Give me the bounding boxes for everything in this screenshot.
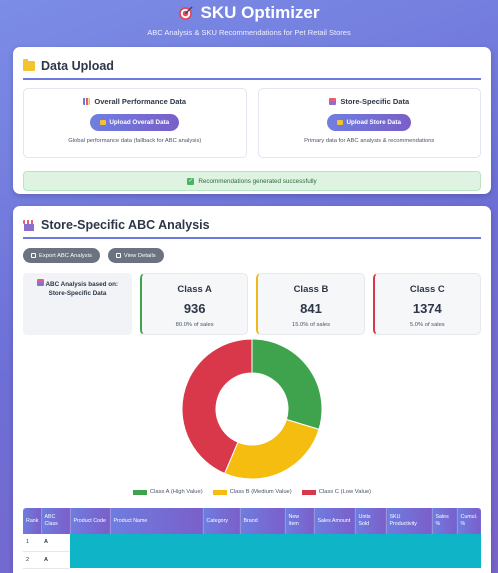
abc-doughnut-chart bbox=[181, 338, 323, 480]
checkmark-icon: ✓ bbox=[187, 177, 195, 185]
table-row[interactable]: 1 A bbox=[23, 534, 481, 568]
class-cell: A bbox=[41, 551, 70, 569]
sku-table-wrapper[interactable]: Rank ABC Class Product Code Product Name… bbox=[23, 508, 481, 573]
class-b-pct: 15.0% of sales bbox=[291, 322, 330, 328]
col-sales-amount[interactable]: Sales Amount bbox=[314, 508, 356, 534]
app-title-row: SKU Optimizer bbox=[0, 3, 498, 23]
selection-overlay bbox=[70, 534, 481, 568]
analysis-basis-text: ABC Analysis based on: Store-Specific Da… bbox=[45, 281, 119, 297]
view-details-label: View Details bbox=[123, 252, 156, 259]
folder-icon bbox=[337, 120, 344, 125]
store-icon bbox=[329, 98, 337, 105]
class-a-pct: 80.0% of sales bbox=[175, 322, 214, 328]
view-details-button[interactable]: View Details bbox=[107, 248, 164, 263]
overall-upload-box: Overall Performance Data Upload Overall … bbox=[23, 88, 247, 158]
abc-chart-area bbox=[13, 338, 491, 508]
class-c-count: 1374 bbox=[412, 301, 442, 316]
abc-stats-row: ABC Analysis based on: Store-Specific Da… bbox=[23, 273, 481, 335]
success-banner: ✓ Recommendations generated successfully bbox=[23, 171, 481, 191]
store-box-title: Store-Specific Data bbox=[340, 97, 410, 106]
class-c-card: Class C 1374 5.0% of sales bbox=[372, 273, 481, 335]
table-row[interactable]: 2 A bbox=[23, 551, 481, 569]
rank-cell: 2 bbox=[23, 551, 41, 569]
class-a-card: Class A 936 80.0% of sales bbox=[140, 273, 249, 335]
target-icon bbox=[179, 5, 194, 20]
col-product-code[interactable]: Product Code bbox=[70, 508, 111, 534]
slice-class-a[interactable] bbox=[251, 338, 323, 431]
overall-box-title-row: Overall Performance Data bbox=[24, 97, 246, 106]
col-sales-pct[interactable]: Sales % bbox=[432, 508, 458, 534]
upload-boxes: Overall Performance Data Upload Overall … bbox=[23, 88, 481, 158]
table-header-row: Rank ABC Class Product Code Product Name… bbox=[23, 508, 481, 534]
legend-item-a[interactable]: Class A (High Value) bbox=[132, 489, 203, 495]
legend-label-b: Class B (Medium Value) bbox=[229, 489, 292, 495]
app-subtitle: ABC Analysis & SKU Recommendations for P… bbox=[147, 28, 351, 37]
class-a-count: 936 bbox=[183, 301, 206, 316]
col-product-name[interactable]: Product Name bbox=[110, 508, 204, 534]
export-icon bbox=[31, 253, 36, 258]
legend-label-a: Class A (High Value) bbox=[149, 489, 203, 495]
upload-overall-label: Upload Overall Data bbox=[109, 119, 170, 126]
class-b-count: 841 bbox=[300, 301, 322, 316]
legend-swatch-b bbox=[212, 489, 227, 495]
legend-swatch-c bbox=[301, 489, 316, 495]
sku-table: Rank ABC Class Product Code Product Name… bbox=[23, 508, 481, 569]
store-box-title-row: Store-Specific Data bbox=[259, 97, 481, 106]
col-new-item[interactable]: New Item bbox=[285, 508, 315, 534]
details-icon bbox=[115, 253, 121, 258]
analysis-basis-box: ABC Analysis based on: Store-Specific Da… bbox=[23, 273, 132, 335]
upload-store-button[interactable]: Upload Store Data bbox=[327, 114, 412, 131]
col-category[interactable]: Category bbox=[203, 508, 241, 534]
store-upload-box: Store-Specific Data Upload Store Data Pr… bbox=[257, 88, 481, 158]
abc-analysis-heading: Store-Specific ABC Analysis bbox=[23, 206, 481, 239]
chart-legend: Class A (High Value) Class B (Medium Val… bbox=[13, 489, 491, 495]
legend-label-c: Class C (Low Value) bbox=[318, 489, 372, 495]
abc-actions: Export ABC Analysis View Details bbox=[23, 248, 481, 263]
class-b-name: Class B bbox=[293, 284, 329, 295]
folder-icon bbox=[100, 120, 107, 125]
class-b-card: Class B 841 15.0% of sales bbox=[256, 273, 365, 335]
slice-class-b[interactable] bbox=[223, 418, 320, 480]
abc-analysis-card: Store-Specific ABC Analysis Export ABC A… bbox=[13, 206, 491, 573]
col-abc-class[interactable]: ABC Class bbox=[41, 508, 71, 534]
class-cell: A bbox=[41, 534, 70, 552]
overall-box-description: Global performance data (fallback for AB… bbox=[68, 138, 202, 144]
slice-class-c[interactable] bbox=[181, 338, 253, 475]
upload-store-label: Upload Store Data bbox=[346, 119, 402, 126]
store-icon bbox=[36, 279, 44, 286]
legend-item-b[interactable]: Class B (Medium Value) bbox=[212, 489, 292, 495]
col-units-sold[interactable]: Units Sold bbox=[355, 508, 387, 534]
data-upload-heading: Data Upload bbox=[23, 47, 481, 80]
store-box-description: Primary data for ABC analysis & recommen… bbox=[304, 138, 435, 144]
class-a-name: Class A bbox=[177, 284, 212, 295]
col-rank[interactable]: Rank bbox=[23, 508, 42, 534]
app-title: SKU Optimizer bbox=[200, 3, 320, 22]
data-upload-card: Data Upload Overall Performance Data Upl… bbox=[13, 47, 491, 194]
col-brand[interactable]: Brand bbox=[240, 508, 286, 534]
legend-item-c[interactable]: Class C (Low Value) bbox=[301, 489, 372, 495]
success-message: Recommendations generated successfully bbox=[198, 177, 317, 185]
col-cumul-pct[interactable]: Cumul. % bbox=[457, 508, 481, 534]
export-abc-label: Export ABC Analysis bbox=[39, 252, 92, 259]
col-sku-productivity[interactable]: SKU Productivity bbox=[386, 508, 433, 534]
legend-swatch-a bbox=[132, 489, 147, 495]
upload-overall-button[interactable]: Upload Overall Data bbox=[90, 114, 180, 131]
class-c-pct: 5.0% of sales bbox=[409, 322, 445, 328]
rank-cell: 1 bbox=[23, 534, 41, 552]
bar-chart-icon bbox=[83, 98, 91, 105]
overall-box-title: Overall Performance Data bbox=[94, 97, 187, 106]
app-header: SKU Optimizer ABC Analysis & SKU Recomme… bbox=[0, 0, 498, 40]
export-abc-button[interactable]: Export ABC Analysis bbox=[23, 248, 100, 263]
data-upload-title: Data Upload bbox=[41, 59, 114, 73]
abc-analysis-title: Store-Specific ABC Analysis bbox=[41, 218, 210, 232]
class-c-name: Class C bbox=[409, 284, 445, 295]
store-icon bbox=[23, 219, 35, 231]
folder-icon bbox=[23, 59, 35, 71]
